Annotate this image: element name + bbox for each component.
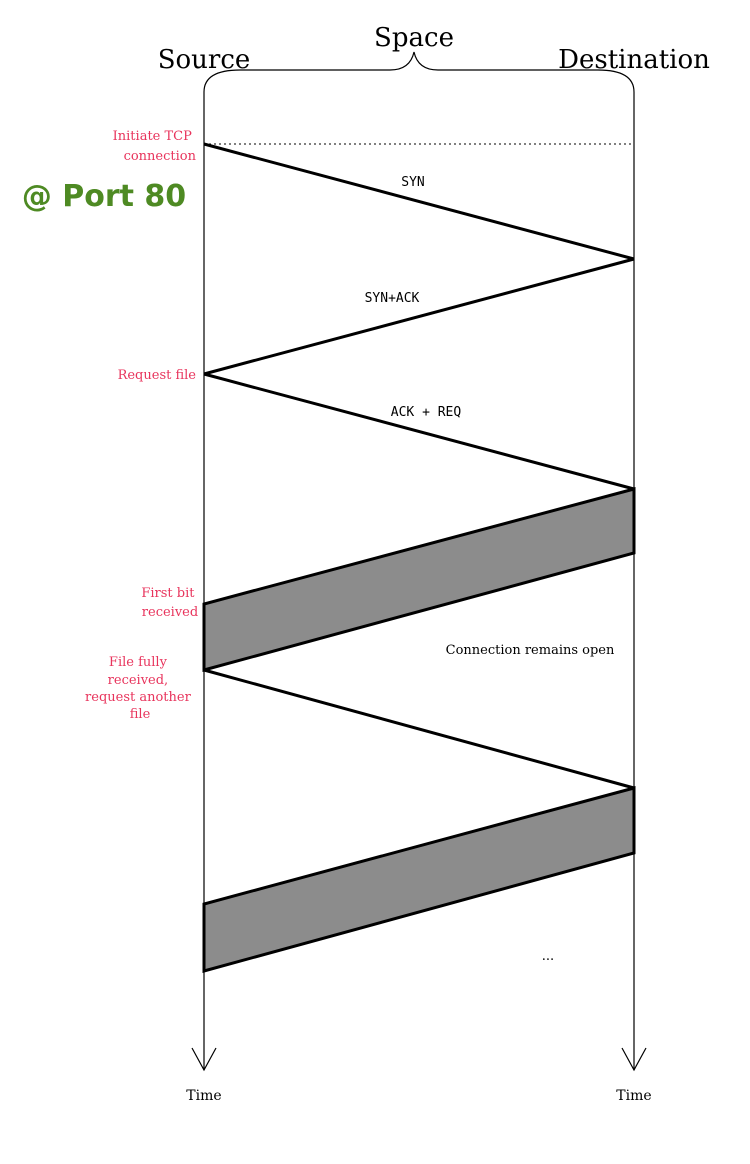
first-bit-line-2: received <box>142 605 198 620</box>
source-time-arrowhead <box>191 1047 217 1072</box>
initiate-tcp-line-2: connection <box>124 149 197 164</box>
port-80-label: @ Port 80 <box>22 179 186 214</box>
file-fully-line-4: file <box>130 707 151 722</box>
file-fully-line-1: File fully <box>109 655 168 670</box>
first-bit-annotation: First bit received <box>141 586 198 620</box>
second-request-line <box>203 668 635 790</box>
connection-open-label: Connection remains open <box>446 643 615 658</box>
initiate-tcp-annotation: Initiate TCP connection <box>113 129 197 164</box>
continuation-ellipsis: ... <box>542 949 554 964</box>
syn-ack-line <box>203 257 635 376</box>
file-fully-line-3: request another <box>85 690 192 705</box>
syn-ack-label: SYN+ACK <box>365 291 420 306</box>
destination-time-arrowhead <box>621 1047 647 1072</box>
initiate-tcp-line-1: Initiate TCP <box>113 129 192 144</box>
request-file-annotation: Request file <box>118 368 197 383</box>
file-fully-line-2: received, <box>108 673 169 688</box>
syn-line <box>203 142 635 261</box>
syn-label: SYN <box>401 175 424 190</box>
first-bit-line-1: First bit <box>141 586 195 601</box>
space-label: Space <box>374 23 454 53</box>
source-time-label: Time <box>186 1088 221 1104</box>
file-fully-received-annotation: File fully received, request another fil… <box>85 655 195 722</box>
destination-time-label: Time <box>616 1088 651 1104</box>
ack-req-label: ACK + REQ <box>391 405 462 420</box>
space-brace <box>203 51 635 93</box>
ack-req-line <box>203 372 635 491</box>
transfer-band-2 <box>202 786 636 973</box>
